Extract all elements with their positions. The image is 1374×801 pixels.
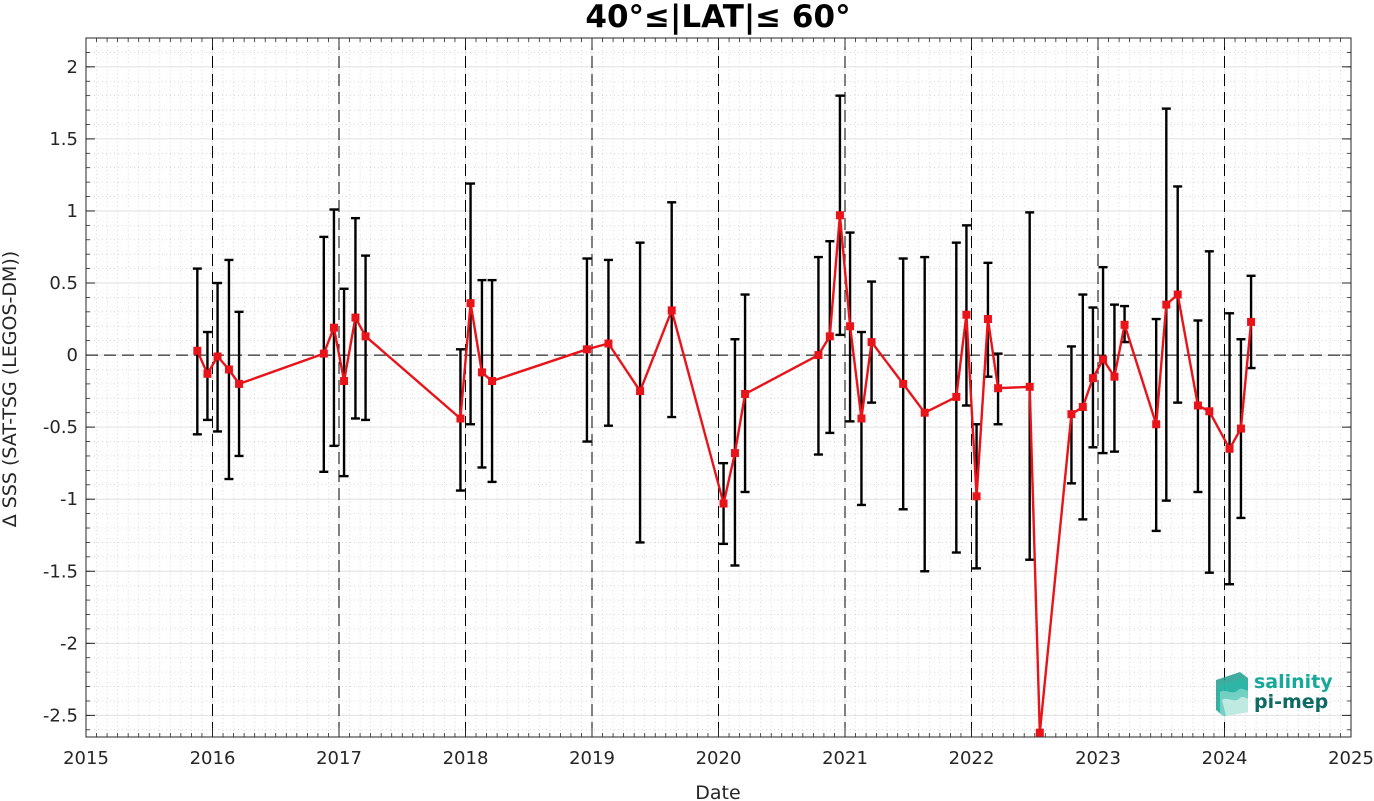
data-point-marker	[488, 377, 497, 386]
data-point-marker	[846, 322, 855, 331]
x-tick-label: 2018	[443, 748, 489, 769]
data-point-marker	[667, 306, 676, 315]
data-point-marker	[1193, 401, 1202, 410]
logo-text-line2: pi-mep	[1254, 691, 1328, 713]
data-point-marker	[1025, 382, 1034, 391]
x-tick-label: 2017	[316, 748, 362, 769]
data-point-marker	[1078, 402, 1087, 411]
data-point-marker	[825, 332, 834, 341]
y-tick-label: -1.5	[43, 561, 78, 582]
x-tick-label: 2023	[1075, 748, 1121, 769]
data-point-marker	[1088, 374, 1097, 383]
data-point-marker	[329, 323, 338, 332]
data-point-marker	[319, 349, 328, 358]
y-tick-label: -0.5	[43, 417, 78, 438]
data-point-marker	[1067, 410, 1076, 419]
x-tick-label: 2019	[569, 748, 615, 769]
data-point-marker	[235, 379, 244, 388]
data-point-marker	[224, 365, 233, 374]
y-tick-label: 2	[67, 57, 78, 78]
data-point-marker	[899, 379, 908, 388]
x-axis-label: Date	[695, 782, 740, 801]
y-tick-label: 0	[67, 345, 78, 366]
data-point-marker	[730, 449, 739, 458]
salinity-pi-mep-logo: salinity pi-mep	[1216, 671, 1333, 716]
data-point-marker	[193, 346, 202, 355]
data-point-marker	[1120, 320, 1129, 329]
data-point-marker	[1236, 424, 1245, 433]
logo-text-line1: salinity	[1254, 671, 1333, 693]
data-point-marker	[466, 299, 475, 308]
data-point-marker	[1110, 372, 1119, 381]
data-point-marker	[952, 392, 961, 401]
data-point-marker	[1099, 355, 1108, 364]
data-point-marker	[994, 384, 1003, 393]
data-point-marker	[213, 352, 222, 361]
data-point-marker	[340, 377, 349, 386]
data-point-marker	[920, 408, 929, 417]
data-point-marker	[1162, 300, 1171, 309]
x-tick-label: 2020	[696, 748, 742, 769]
data-point-marker	[604, 339, 613, 348]
data-point-marker	[361, 332, 370, 341]
data-point-marker	[582, 345, 591, 354]
y-axis-ticks: -2.5 -2 -1.5 -1 -0.5 0 0.5 1 1.5 2	[43, 52, 1351, 731]
series-markers	[193, 211, 1256, 737]
data-point-marker	[477, 368, 486, 377]
data-point-marker	[835, 211, 844, 220]
x-axis-ticks: 2015 2016 2017 2018 2019 2020 2021 2022 2023 2024…	[63, 38, 1374, 769]
y-tick-label: -1	[60, 489, 78, 510]
data-point-marker	[1225, 444, 1234, 453]
y-axis-label: Δ SSS (SAT-TSG (LEGOS-DM))	[0, 251, 21, 527]
y-tick-label: -2	[60, 633, 78, 654]
data-point-marker	[962, 310, 971, 319]
y-tick-label: 1.5	[49, 129, 78, 150]
data-point-marker	[867, 338, 876, 347]
data-point-marker	[1205, 407, 1214, 416]
data-point-marker	[1152, 420, 1161, 429]
data-point-marker	[636, 387, 645, 396]
data-point-marker	[351, 313, 360, 322]
logo-waves-icon	[1216, 672, 1248, 716]
data-point-marker	[972, 492, 981, 501]
x-tick-label: 2024	[1202, 748, 1248, 769]
x-tick-label: 2016	[190, 748, 236, 769]
data-point-marker	[456, 414, 465, 423]
x-tick-label: 2022	[949, 748, 995, 769]
data-point-marker	[983, 315, 992, 324]
y-tick-label: 1	[67, 201, 78, 222]
data-point-marker	[1173, 290, 1182, 299]
x-tick-label: 2015	[63, 748, 109, 769]
x-tick-label: 2021	[822, 748, 868, 769]
chart-title: 40°≤|LAT|≤ 60°	[585, 0, 850, 35]
x-tick-label: 2025	[1328, 748, 1374, 769]
data-point-marker	[203, 369, 212, 378]
data-point-marker	[814, 351, 823, 360]
data-point-marker	[1035, 728, 1044, 737]
data-point-marker	[1247, 317, 1256, 326]
data-point-marker	[719, 499, 728, 508]
y-tick-label: -2.5	[43, 705, 78, 726]
data-point-marker	[857, 414, 866, 423]
data-point-marker	[741, 389, 750, 398]
y-tick-label: 0.5	[49, 273, 78, 294]
